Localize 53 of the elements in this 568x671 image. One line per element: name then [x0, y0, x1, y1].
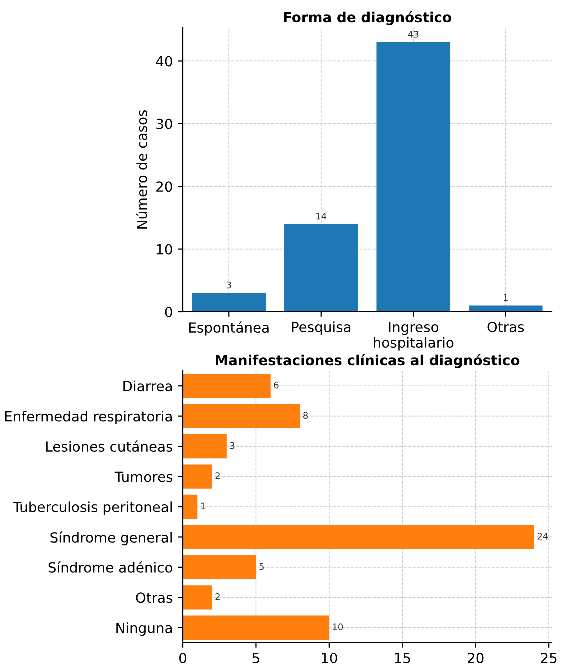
chart-title: Forma de diagnóstico: [284, 11, 452, 26]
bar: [183, 464, 212, 489]
data-label: 43: [408, 31, 419, 38]
x-tick-label: 20: [468, 652, 484, 664]
data-label: 2: [216, 593, 220, 600]
data-label: 3: [230, 442, 235, 450]
data-label: 5: [260, 563, 264, 570]
data-label: 1: [504, 294, 508, 302]
x-tick-label: 25: [541, 652, 557, 664]
bar: [183, 404, 300, 428]
y-tick-label: Síndrome adénico: [48, 562, 173, 573]
y-tick-label: Diarrea: [124, 380, 172, 392]
y-tick-label: Tumores: [114, 472, 173, 482]
y-tick-label: 20: [156, 182, 172, 192]
y-tick-label: 40: [156, 56, 172, 67]
bar: [183, 374, 271, 398]
x-tick-label: 10: [322, 652, 338, 664]
bar: [183, 434, 227, 459]
x-tick-label: 5: [252, 653, 260, 664]
y-axis-title: Número de casos: [136, 110, 148, 229]
x-tick-label: Otras: [488, 322, 524, 332]
x-tick-label: 0: [179, 652, 186, 664]
bar: [183, 525, 534, 550]
y-tick-label: 0: [165, 306, 172, 318]
data-label: 6: [274, 382, 279, 389]
y-tick-label: Ninguna: [116, 622, 172, 636]
data-label: 24: [538, 533, 548, 540]
y-tick-label: 10: [157, 244, 172, 255]
bar: [192, 293, 266, 312]
chart-title: Manifestaciones clínicas al diagnóstico: [216, 354, 520, 368]
data-label: 8: [304, 412, 308, 419]
y-tick-label: Enfermedad respiratoria: [5, 411, 172, 424]
y-tick-label: Síndrome general: [50, 532, 172, 546]
x-tick-label: Espontánea: [190, 322, 269, 336]
bar: [284, 224, 358, 312]
bar: [376, 42, 451, 312]
x-tick-label: Ingreso hospitalario: [374, 322, 454, 351]
y-tick-label: Otras: [136, 592, 173, 604]
x-tick-label: 15: [395, 653, 410, 664]
data-label: 1: [201, 502, 206, 510]
bar: [468, 306, 543, 312]
data-label: 2: [216, 472, 220, 480]
bar: [183, 586, 212, 610]
bar: [183, 555, 256, 580]
x-tick-label: Pesquisa: [292, 322, 351, 336]
data-label: 14: [316, 212, 327, 220]
y-tick-label: Lesiones cutáneas: [46, 440, 173, 452]
y-tick-label: 30: [156, 118, 172, 130]
data-label: 10: [333, 624, 344, 631]
bar: [183, 616, 330, 640]
bar: [183, 494, 198, 520]
data-label: 3: [226, 282, 232, 289]
y-tick-label: Tuberculosis peritoneal: [13, 502, 172, 516]
